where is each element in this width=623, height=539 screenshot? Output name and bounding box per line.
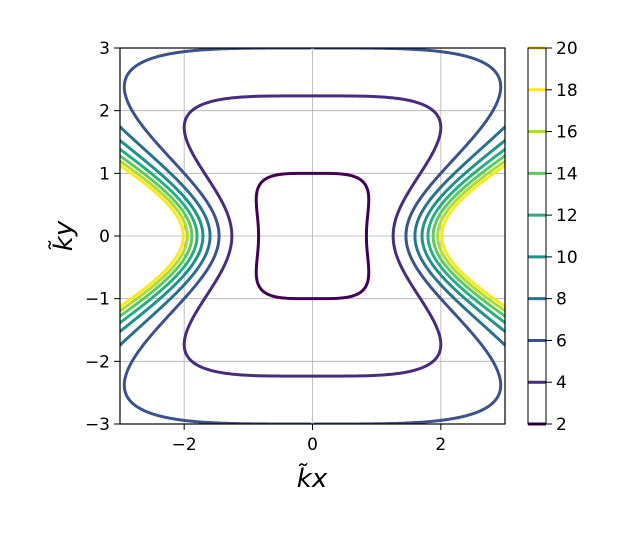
- y-tick-label: −1: [85, 290, 110, 310]
- colorbar-tick-label: 6: [556, 331, 567, 351]
- colorbar-tick-label: 18: [556, 81, 578, 101]
- colorbar-tick-label: 16: [556, 123, 578, 143]
- y-tick-label: −3: [85, 415, 110, 435]
- y-tick-label: 1: [99, 164, 110, 184]
- contour-line-level-2: [254, 171, 371, 301]
- colorbar: 2 4 6 8 10 12 14 16 18 20: [527, 39, 578, 435]
- colorbar-frame: [527, 47, 547, 425]
- x-axis-label: k̃x: [297, 462, 328, 494]
- colorbar-tick-label: 12: [556, 206, 578, 226]
- colorbar-tick-label: 8: [556, 290, 567, 310]
- x-tick-label: −2: [172, 435, 197, 455]
- y-tick-label: 3: [99, 39, 110, 59]
- y-tick-label: 0: [99, 227, 110, 247]
- x-axis-ticks: −2 0 2: [172, 424, 446, 455]
- colorbar-tick-label: 20: [556, 39, 578, 59]
- x-tick-label: 2: [435, 435, 446, 455]
- contour-line-level-18: [120, 164, 505, 308]
- y-axis-label: k̃y: [47, 220, 79, 251]
- contour-line-level-4: [182, 94, 443, 378]
- contour-lines: [120, 48, 505, 424]
- contour-line-level-16: [120, 159, 505, 313]
- colorbar-tick-label: 14: [556, 164, 578, 184]
- colorbar-tick-label: 4: [556, 373, 567, 393]
- colorbar-tick-label: 10: [556, 248, 578, 268]
- x-tick-label: 0: [307, 435, 318, 455]
- contour-line-level-10: [120, 138, 505, 334]
- y-tick-label: 2: [99, 102, 110, 122]
- colorbar-background: [528, 48, 546, 424]
- contour-line-level-12: [120, 147, 505, 325]
- y-tick-label: −2: [85, 352, 110, 372]
- contour-line-level-6: [122, 48, 503, 424]
- y-axis-ticks: −3 −2 −1 0 1 2 3: [85, 39, 120, 435]
- colorbar-tick-label: 2: [556, 415, 567, 435]
